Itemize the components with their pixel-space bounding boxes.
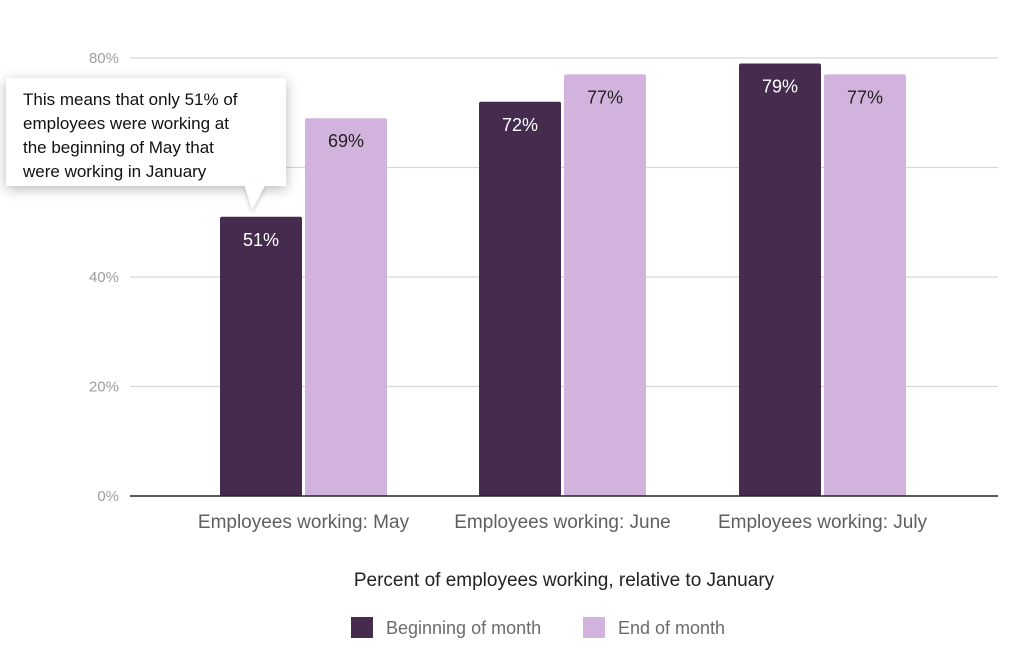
bar xyxy=(305,118,387,496)
legend-label: End of month xyxy=(618,618,725,638)
bar xyxy=(564,74,646,497)
legend-label: Beginning of month xyxy=(386,618,541,638)
legend: Beginning of month End of month xyxy=(351,617,725,638)
y-tick-label: 20% xyxy=(89,379,119,396)
bar-value-label: 69% xyxy=(328,131,364,151)
bar-value-label: 51% xyxy=(243,230,279,250)
annotation-pointer xyxy=(244,184,266,210)
y-tick-label: 0% xyxy=(97,488,119,505)
x-category-label: Employees working: June xyxy=(454,512,671,533)
bar xyxy=(479,101,561,497)
legend-swatch xyxy=(351,617,373,638)
bar-value-label: 77% xyxy=(847,87,883,107)
y-tick-label: 80% xyxy=(89,50,119,67)
bar xyxy=(824,74,906,497)
annotation-line: were working in January xyxy=(23,162,207,181)
annotation-line: employees were working at xyxy=(23,114,229,133)
y-axis-ticks: 0% 20% 40% 80% xyxy=(89,50,119,505)
annotation-line: This means that only 51% of xyxy=(23,90,238,109)
bars: 51% 72% 79% 69% 77% 77% xyxy=(220,63,906,497)
x-category-label: Employees working: July xyxy=(718,512,928,533)
bar-value-label: 79% xyxy=(762,76,798,96)
legend-swatch xyxy=(583,617,605,638)
x-category-label: Employees working: May xyxy=(198,512,410,533)
x-axis-label: Percent of employees working, relative t… xyxy=(354,570,775,591)
bar-value-label: 72% xyxy=(502,115,538,135)
bar-value-label: 77% xyxy=(587,87,623,107)
annotation-line: the beginning of May that xyxy=(23,138,214,157)
y-tick-label: 40% xyxy=(89,269,119,286)
x-axis-categories: Employees working: May Employees working:… xyxy=(198,512,928,533)
bar xyxy=(220,216,302,496)
bar xyxy=(739,63,821,496)
annotation-callout: This means that only 51% of employees we… xyxy=(6,78,286,186)
